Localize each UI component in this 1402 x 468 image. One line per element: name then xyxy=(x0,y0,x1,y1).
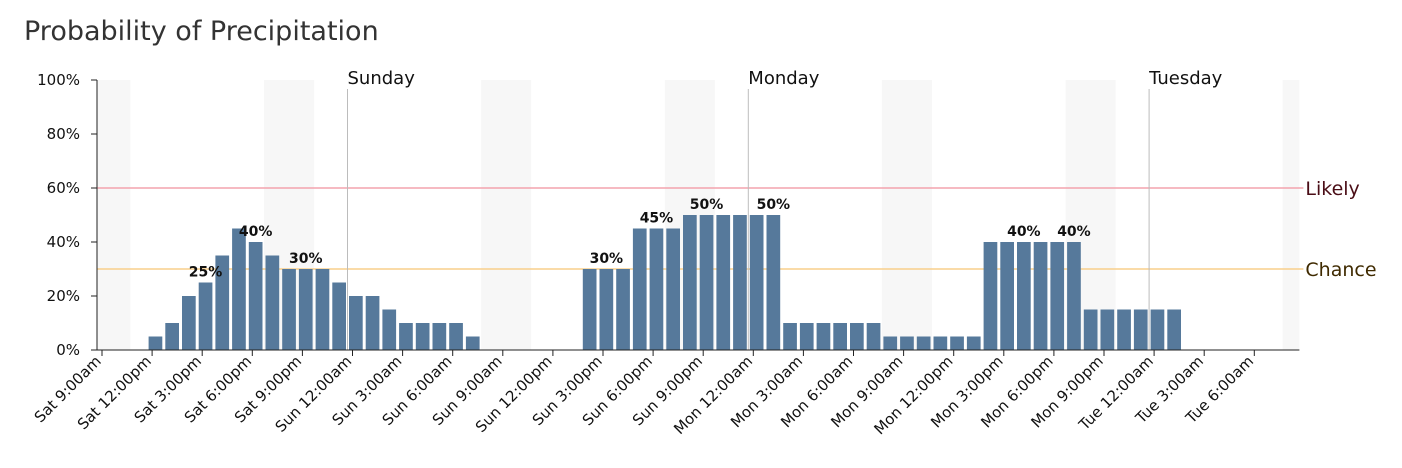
bar xyxy=(449,323,463,350)
bar xyxy=(950,336,964,350)
y-tick-label: 100% xyxy=(37,71,80,89)
bar xyxy=(883,336,898,350)
data-label: 50% xyxy=(690,197,724,213)
threshold-label-chance: Chance xyxy=(1305,259,1376,281)
y-tick-label: 20% xyxy=(47,287,80,305)
bar xyxy=(1167,309,1181,350)
bar xyxy=(816,323,831,350)
chart-title: Probability of Precipitation xyxy=(24,16,379,47)
bar xyxy=(1133,309,1148,350)
bar xyxy=(349,296,363,350)
bar xyxy=(799,323,814,350)
bar xyxy=(248,242,263,350)
bar xyxy=(298,269,313,350)
bar xyxy=(215,255,230,350)
bar xyxy=(282,269,296,350)
night-band xyxy=(481,80,532,350)
bar xyxy=(716,215,731,350)
bar xyxy=(148,336,163,350)
data-label: 40% xyxy=(1057,224,1091,240)
bar xyxy=(1017,242,1031,350)
bar xyxy=(649,228,664,350)
bar xyxy=(332,282,346,350)
bar xyxy=(666,228,680,350)
bar xyxy=(900,336,914,350)
bar xyxy=(198,282,213,350)
bar xyxy=(315,269,330,350)
night-band xyxy=(881,80,932,350)
bar xyxy=(866,323,881,350)
bar xyxy=(232,228,246,350)
bar xyxy=(1000,242,1014,350)
night-band xyxy=(1282,80,1300,350)
bar xyxy=(733,215,747,350)
bar xyxy=(432,323,447,350)
bar xyxy=(1100,309,1115,350)
data-label: 30% xyxy=(590,251,624,267)
bar xyxy=(632,228,647,350)
data-label: 40% xyxy=(239,224,273,240)
day-label-sunday: Sunday xyxy=(348,68,416,89)
bar xyxy=(599,269,614,350)
bar xyxy=(916,336,931,350)
bar xyxy=(399,323,413,350)
bar xyxy=(616,269,630,350)
bar xyxy=(265,255,280,350)
bar xyxy=(766,215,781,350)
threshold-lines: Likely Chance xyxy=(97,178,1377,281)
y-tick-label: 0% xyxy=(56,341,80,359)
bars xyxy=(148,215,1181,350)
data-labels: 25% 40% 30% 30% 45% 50% 50% 40% 40% xyxy=(189,197,1091,281)
bar xyxy=(1117,309,1131,350)
bar xyxy=(165,323,179,350)
bar xyxy=(749,215,764,350)
bar xyxy=(1050,242,1065,350)
bar xyxy=(850,323,864,350)
data-label: 45% xyxy=(640,211,674,227)
y-tick-label: 40% xyxy=(47,233,80,251)
data-label: 30% xyxy=(289,251,323,267)
bar xyxy=(365,296,380,350)
bar xyxy=(683,215,697,350)
bar xyxy=(783,323,797,350)
bar xyxy=(382,309,397,350)
bar xyxy=(699,215,714,350)
bar xyxy=(415,323,430,350)
data-label: 25% xyxy=(189,265,223,281)
y-axis: 0% 20% 40% 60% 80% 100% xyxy=(37,71,98,359)
bar xyxy=(582,269,597,350)
bar xyxy=(182,296,196,350)
y-tick-label: 80% xyxy=(47,125,80,143)
night-band xyxy=(97,80,131,350)
bar xyxy=(933,336,948,350)
threshold-label-likely: Likely xyxy=(1305,178,1359,200)
bar xyxy=(1083,309,1098,350)
bar xyxy=(983,242,998,350)
bar xyxy=(1150,309,1165,350)
data-label: 40% xyxy=(1007,224,1041,240)
bar xyxy=(833,323,847,350)
bar xyxy=(966,336,981,350)
day-label-monday: Monday xyxy=(748,68,819,89)
data-label: 50% xyxy=(757,197,791,213)
bar xyxy=(1067,242,1081,350)
day-label-tuesday: Tuesday xyxy=(1148,68,1223,89)
y-tick-label: 60% xyxy=(47,179,80,197)
day-marker-lines: Sunday Monday Tuesday xyxy=(347,68,1223,350)
bar xyxy=(465,336,480,350)
bar xyxy=(1033,242,1048,350)
